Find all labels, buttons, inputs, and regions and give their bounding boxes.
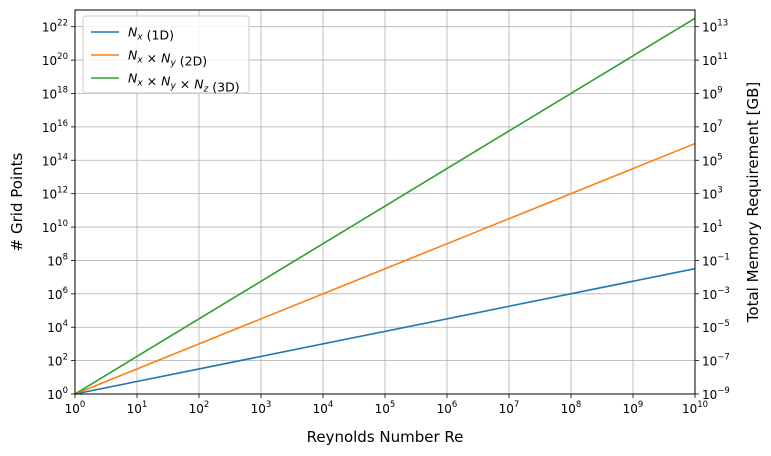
- y2-tick-label: 10−7: [702, 353, 730, 369]
- y2-tick-label: 101: [702, 219, 723, 235]
- y-tick-label: 1012: [42, 186, 68, 202]
- y2-tick-label: 10−1: [702, 252, 730, 268]
- y2-tick-label: 1011: [702, 52, 728, 68]
- y2-tick-label: 105: [702, 152, 723, 168]
- x-ticks: 100 101 102 103 104 105 106 107 108 109 1010: [65, 394, 708, 416]
- legend-label: Nx × Ny × Nz (3D): [128, 71, 240, 95]
- y-tick-label: 106: [47, 286, 68, 302]
- y-tick-label: 1022: [42, 19, 68, 35]
- y-tick-label: 100: [47, 386, 68, 402]
- x-tick-label: 105: [375, 400, 396, 416]
- y-tick-label: 104: [47, 319, 68, 335]
- y-tick-label: 1010: [42, 219, 68, 235]
- x-axis-label: Reynolds Number Re: [307, 428, 464, 446]
- y2-tick-label: 10−9: [702, 386, 730, 402]
- x-tick-label: 103: [251, 400, 272, 416]
- series-lines: [74, 17, 696, 395]
- y2-tick-label: 107: [702, 119, 723, 135]
- y-tick-label: 1018: [42, 85, 68, 101]
- x-tick-label: 104: [313, 400, 334, 416]
- x-tick-label: 102: [189, 400, 210, 416]
- x-tick-label: 109: [623, 400, 644, 416]
- series-line-3: [74, 17, 696, 395]
- y-tick-label: 1016: [42, 119, 68, 135]
- series-line-1: [74, 267, 696, 395]
- y2-tick-label: 10−3: [702, 286, 730, 302]
- y-tick-label: 108: [47, 252, 68, 268]
- y-tick-label: 102: [47, 353, 68, 369]
- y2-axis-label: Total Memory Requirement [GB]: [744, 82, 762, 323]
- x-tick-label: 101: [127, 400, 148, 416]
- x-tick-label: 107: [499, 400, 520, 416]
- y2-tick-label: 103: [702, 186, 723, 202]
- y-tick-label: 1020: [42, 52, 68, 68]
- legend-label: Nx × Ny (2D): [128, 48, 207, 69]
- x-tick-label: 108: [561, 400, 582, 416]
- y-axis-label: # Grid Points: [8, 153, 26, 252]
- legend-label: Nx (1D): [128, 25, 174, 43]
- y2-tick-label: 1013: [702, 19, 728, 35]
- x-tick-label: 1010: [682, 400, 708, 416]
- legend-box: [82, 15, 250, 94]
- y2-tick-label: 10−5: [702, 319, 730, 335]
- y2-ticks: 10−9 10−7 10−5 10−3 10−1 101 103 105 107 109 1011 1…: [695, 19, 730, 402]
- y2-tick-label: 109: [702, 85, 723, 101]
- legend: Nx (1D) Nx × Ny (2D)Nx × Ny × Nz (3D): [82, 15, 250, 95]
- y-tick-label: 1014: [42, 152, 68, 168]
- x-tick-label: 100: [65, 400, 86, 416]
- y-ticks: 100 102 104 106 108 1010 1012 1014 1016 1018 1020 1…: [42, 19, 75, 402]
- x-tick-label: 106: [437, 400, 458, 416]
- series-line-2: [74, 142, 696, 395]
